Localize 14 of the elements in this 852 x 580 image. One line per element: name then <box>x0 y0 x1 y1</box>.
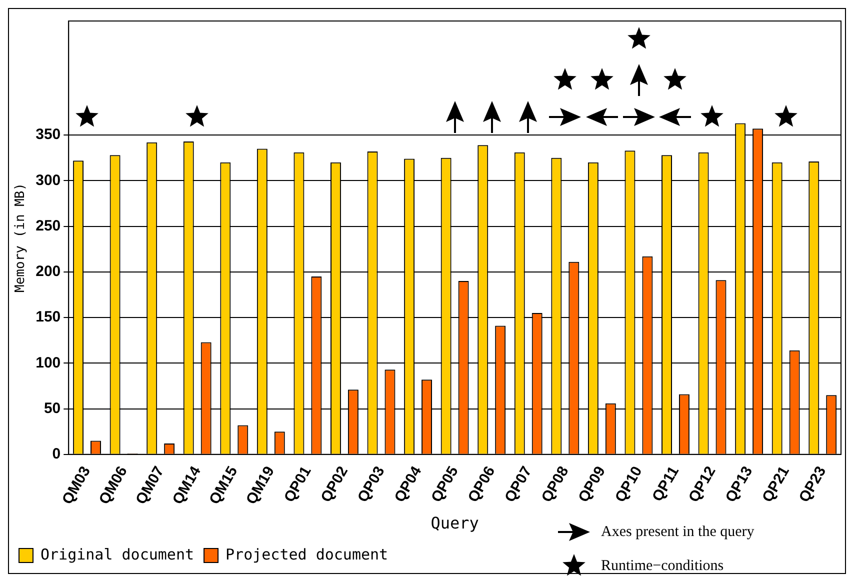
y-tick-label: 200 <box>36 263 61 280</box>
y-tick-label: 150 <box>36 308 61 326</box>
y-tick-label: 0 <box>52 446 61 463</box>
text: Axes present in the query <box>601 524 754 540</box>
y-tick-label: 350 <box>36 126 61 144</box>
y-tick-label: 50 <box>44 400 61 417</box>
x-axis-title: Query <box>430 514 480 533</box>
text: Runtime−conditions <box>601 558 724 574</box>
y-tick-label: 300 <box>36 172 61 189</box>
y-tick-label: 100 <box>36 354 61 372</box>
legend-label: Original document <box>40 545 194 564</box>
legend-label: Projected document <box>226 545 388 564</box>
y-axis-title: Memory (in MB) <box>13 182 28 292</box>
y-tick-label: 250 <box>36 217 61 234</box>
